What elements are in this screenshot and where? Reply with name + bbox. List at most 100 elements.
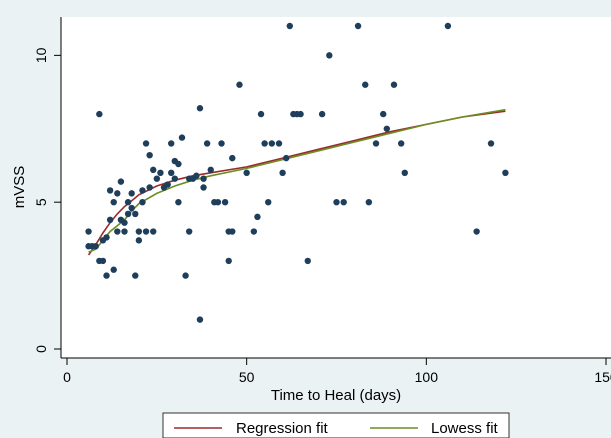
data-point xyxy=(103,234,110,241)
data-point xyxy=(106,216,114,223)
data-point xyxy=(257,110,265,118)
data-point xyxy=(196,105,204,112)
legend-box xyxy=(162,412,510,438)
x-tick-label: 100 xyxy=(415,369,439,385)
data-point xyxy=(380,110,387,118)
data-point xyxy=(254,213,261,221)
data-point xyxy=(383,125,391,132)
data-point xyxy=(236,81,243,88)
data-point xyxy=(150,166,157,174)
y-tick-label: 5 xyxy=(33,198,49,206)
data-point xyxy=(365,198,373,206)
data-point xyxy=(142,228,150,235)
data-point xyxy=(397,140,405,147)
x-axis-ticks: 0 50 100 150 xyxy=(63,358,611,385)
x-tick-label: 150 xyxy=(594,369,611,385)
data-point xyxy=(164,181,171,188)
data-point xyxy=(146,184,153,191)
data-point xyxy=(85,228,92,235)
data-point xyxy=(178,134,186,141)
data-point xyxy=(117,178,125,185)
data-point xyxy=(142,140,150,147)
data-point xyxy=(297,110,304,118)
data-point xyxy=(473,228,480,235)
data-point xyxy=(121,219,128,226)
data-point xyxy=(326,52,333,59)
data-point xyxy=(128,190,135,197)
data-point xyxy=(214,198,222,206)
data-points xyxy=(85,22,509,323)
data-point xyxy=(99,257,107,265)
data-point xyxy=(229,154,236,162)
data-point xyxy=(106,187,114,194)
data-point xyxy=(207,166,214,174)
data-point xyxy=(444,22,452,30)
legend-lowess-label: Lowess fit xyxy=(431,420,499,437)
data-point xyxy=(139,187,146,194)
data-point xyxy=(185,228,193,235)
data-point xyxy=(132,272,139,279)
y-tick-label: 0 xyxy=(33,345,49,353)
data-point xyxy=(157,169,164,177)
data-point xyxy=(92,243,99,250)
data-point xyxy=(175,198,182,206)
data-point xyxy=(372,140,380,147)
data-point xyxy=(286,22,293,30)
data-point xyxy=(110,266,117,273)
fit-line-lowess xyxy=(88,108,506,253)
data-point xyxy=(243,169,250,177)
data-point xyxy=(218,140,225,147)
data-point xyxy=(265,198,272,206)
data-point xyxy=(225,257,232,265)
legend-regression-label: Regression fit xyxy=(236,420,329,437)
data-point xyxy=(146,152,153,159)
data-point xyxy=(175,160,182,168)
legend: Regression fit Lowess fit xyxy=(162,412,510,438)
data-point xyxy=(168,169,175,177)
x-axis-label: Time to Heal (days) xyxy=(271,387,401,404)
data-point xyxy=(128,204,135,212)
data-point xyxy=(96,110,103,118)
data-point xyxy=(150,228,157,235)
data-point xyxy=(124,198,132,206)
data-point xyxy=(114,190,121,197)
data-point xyxy=(124,210,132,218)
data-point xyxy=(390,81,398,88)
data-point xyxy=(203,140,211,147)
data-point xyxy=(221,198,229,206)
data-point xyxy=(304,257,311,265)
data-point xyxy=(200,175,207,182)
data-point xyxy=(110,198,117,206)
data-point xyxy=(268,140,276,147)
y-axis-ticks: 0 5 10 xyxy=(33,47,61,353)
data-point xyxy=(229,228,236,235)
data-point xyxy=(401,169,408,177)
data-point xyxy=(139,198,146,206)
data-point xyxy=(261,140,268,147)
data-point xyxy=(168,140,175,147)
data-point xyxy=(135,228,143,235)
data-point xyxy=(487,140,495,147)
data-point xyxy=(250,228,258,235)
data-point xyxy=(502,169,509,177)
data-point xyxy=(340,198,347,206)
data-point xyxy=(275,140,283,147)
y-tick-label: 10 xyxy=(33,47,49,63)
x-tick-label: 0 xyxy=(63,369,71,385)
data-point xyxy=(103,272,110,279)
data-point xyxy=(200,184,207,191)
data-point xyxy=(153,175,161,182)
data-point xyxy=(279,169,286,177)
data-point xyxy=(318,110,326,118)
data-point xyxy=(354,22,362,30)
data-point xyxy=(282,154,290,162)
data-point xyxy=(182,272,189,279)
data-point xyxy=(171,175,178,182)
data-point xyxy=(135,237,143,244)
data-point xyxy=(132,210,139,218)
x-tick-label: 50 xyxy=(239,369,255,385)
data-point xyxy=(193,172,200,179)
data-point xyxy=(121,228,128,235)
data-point xyxy=(362,81,369,88)
